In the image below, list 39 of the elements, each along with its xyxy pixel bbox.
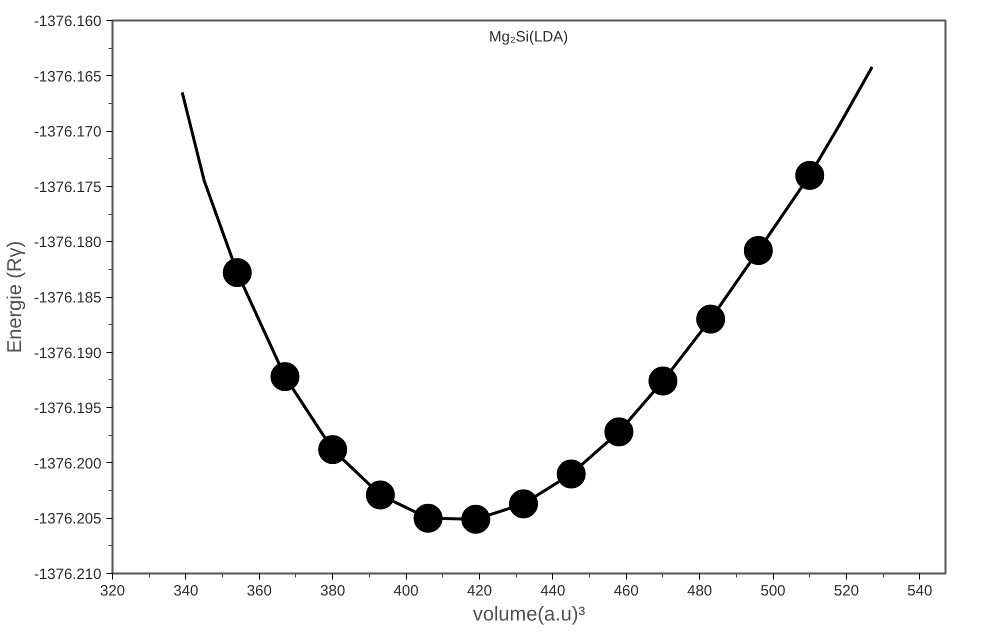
point (318, 435, 348, 464)
point (414, 504, 443, 533)
y-tick-label: -1376.180 (34, 234, 102, 252)
y-axis-title: Energie (Rγ) (4, 240, 26, 354)
x-tick-label: 400 (394, 582, 419, 600)
point (604, 417, 634, 446)
x-tick-label: 320 (100, 582, 126, 600)
x-tick-label: 440 (540, 582, 566, 600)
y-tick-label: -1376.185 (34, 290, 102, 306)
x-tick-label: 520 (834, 582, 859, 600)
x-tick-label: 540 (907, 582, 932, 600)
point (461, 504, 490, 534)
y-tick-label: -1376.160 (34, 13, 102, 30)
point (366, 480, 395, 510)
y-tick-label: -1376.205 (34, 510, 102, 528)
annotation: Mg₂Si(LDA) (489, 28, 568, 46)
x-tick-label: 380 (320, 582, 346, 600)
point (648, 366, 678, 396)
x-axis-title: volume(a.u)³ (472, 604, 586, 626)
x-tick-label: 340 (173, 582, 198, 600)
point (508, 489, 538, 518)
x-tick-label: 360 (246, 582, 272, 600)
x-tick-label: 420 (466, 582, 492, 600)
point (270, 362, 300, 392)
point (222, 258, 252, 288)
y-tick-label: -1376.175 (34, 178, 102, 196)
y-tick-label: -1376.165 (34, 68, 102, 86)
point (795, 160, 824, 190)
y-tick-label: -1376.190 (34, 344, 102, 362)
x-tick-label: 500 (760, 582, 786, 600)
point (556, 459, 586, 488)
y-tick-label: -1376.200 (34, 455, 102, 472)
point (744, 236, 773, 266)
y-tick-label: -1376.170 (34, 124, 102, 141)
y-tick-label: -1376.195 (34, 400, 102, 418)
point (696, 304, 726, 334)
x-tick-label: 460 (614, 582, 639, 600)
y-tick-label: -1376.210 (34, 566, 102, 583)
x-tick-label: 480 (687, 582, 712, 600)
